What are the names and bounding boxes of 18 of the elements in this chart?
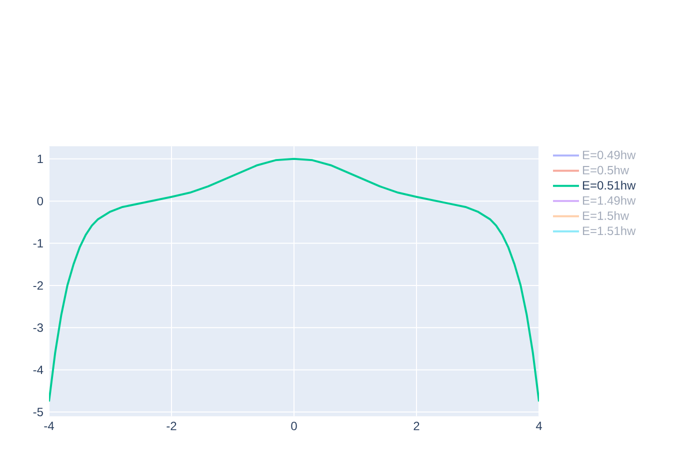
y-tick-label: -3 (33, 323, 43, 332)
legend-label: E=0.5hw (582, 166, 630, 174)
x-tick-label: -4 (44, 422, 54, 430)
y-tick-label: 0 (37, 196, 44, 206)
x-tick-label: 4 (536, 422, 542, 430)
x-tick-label: 0 (291, 422, 297, 430)
x-tick-label: 2 (414, 422, 420, 430)
legend-label: E=1.5hw (582, 211, 630, 220)
y-tick-label: -4 (33, 366, 44, 374)
legend-label: E=1.49hw (582, 196, 636, 205)
legend-label: E=0.51hw (582, 180, 636, 190)
y-tick-label: 1 (38, 154, 43, 164)
y-tick-label: -2 (33, 281, 43, 290)
x-tick-label: -2 (166, 422, 176, 430)
legend-label: E=0.49hw (582, 150, 636, 160)
y-tick-label: -1 (33, 239, 43, 248)
legend-label: E=1.51hw (582, 226, 636, 236)
y-tick-label: -5 (33, 408, 43, 416)
